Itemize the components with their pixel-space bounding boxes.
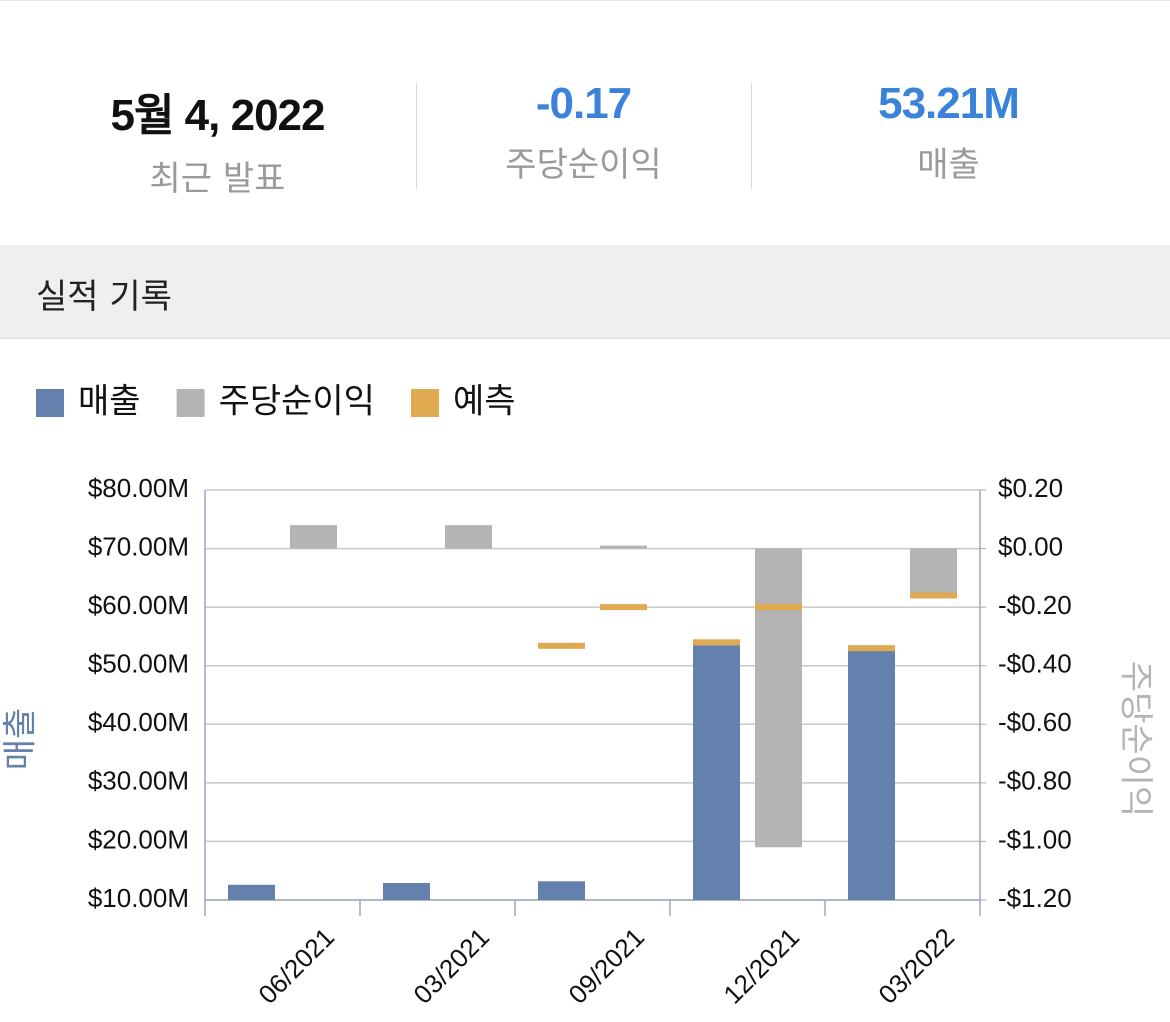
- y2-tick-label: -$1.00: [998, 824, 1072, 854]
- y2-tick-label: $0.00: [998, 531, 1063, 561]
- section-title: 실적 기록: [36, 277, 172, 317]
- section-header: 실적 기록: [0, 245, 1170, 339]
- x-tick-label: 03/2022: [872, 922, 960, 1010]
- bar: [848, 646, 895, 900]
- stat-label: 매출: [917, 145, 980, 185]
- stat: 53.21M 매출: [781, 79, 1116, 186]
- separator: [751, 83, 752, 189]
- x-tick-label: 09/2021: [562, 922, 650, 1010]
- y2-tick-label: -$0.60: [998, 707, 1072, 737]
- y2-tick-label: -$1.20: [998, 883, 1072, 913]
- stat: -0.17 주당순이익: [416, 79, 751, 186]
- bar: [290, 525, 337, 549]
- y-tick-label: $30.00M: [88, 766, 189, 796]
- legend-label: 예측: [453, 382, 516, 422]
- legend-swatch: [410, 389, 439, 417]
- y2-tick-label: -$0.40: [998, 649, 1072, 679]
- estimate-mark: [693, 639, 740, 646]
- legend-swatch: [36, 389, 64, 417]
- y2-tick-label: -$0.80: [998, 766, 1072, 796]
- y-tick-label: $10.00M: [88, 883, 189, 913]
- stat-label: 주당순이익: [505, 145, 662, 185]
- bar: [228, 884, 275, 900]
- y-tick-label: $60.00M: [88, 590, 189, 620]
- bar: [383, 883, 430, 900]
- stat-value: 5월 4, 2022: [110, 91, 326, 140]
- x-tick-label: 12/2021: [717, 922, 805, 1010]
- stat: 5월 4, 2022 최근 발표: [50, 79, 385, 200]
- bar: [600, 545, 647, 549]
- y-tick-label: $70.00M: [88, 531, 189, 561]
- bar: [445, 525, 492, 549]
- y-tick-label: $40.00M: [88, 707, 189, 737]
- estimate-mark: [910, 592, 957, 599]
- bar: [910, 548, 957, 599]
- stat-value: -0.17: [535, 79, 632, 128]
- separator: [416, 83, 417, 189]
- y-tick-label: $50.00M: [88, 649, 189, 679]
- x-tick-label: 06/2021: [252, 922, 340, 1010]
- y-axis-title: 매출: [1, 708, 41, 771]
- y2-tick-label: $0.20: [998, 473, 1063, 503]
- estimate-mark: [755, 604, 802, 611]
- stat-value: 53.21M: [878, 79, 1020, 128]
- y2-axis-title: 주당순이익: [1116, 661, 1156, 817]
- bar: [755, 548, 802, 848]
- legend-label: 매출: [78, 382, 141, 422]
- estimate-mark: [538, 642, 585, 649]
- legend-label: 주당순이익: [219, 382, 375, 422]
- stat-label: 최근 발표: [149, 159, 286, 199]
- x-tick-label: 03/2021: [407, 922, 495, 1010]
- estimate-mark: [848, 645, 895, 652]
- y2-tick-label: -$0.20: [998, 590, 1072, 620]
- chart: 매출 주당순이익 예측$10.00M$20.00M$30.00M$40.00M$50…: [1, 382, 1156, 1010]
- estimate-mark: [600, 604, 647, 611]
- y-tick-label: $20.00M: [88, 824, 189, 854]
- bar: [693, 645, 740, 900]
- bar: [538, 881, 585, 900]
- y-tick-label: $80.00M: [88, 473, 189, 503]
- summary: 5월 4, 2022 최근 발표 -0.17 주당순이익 53.21M 매출: [0, 0, 1170, 245]
- legend-swatch: [176, 389, 205, 417]
